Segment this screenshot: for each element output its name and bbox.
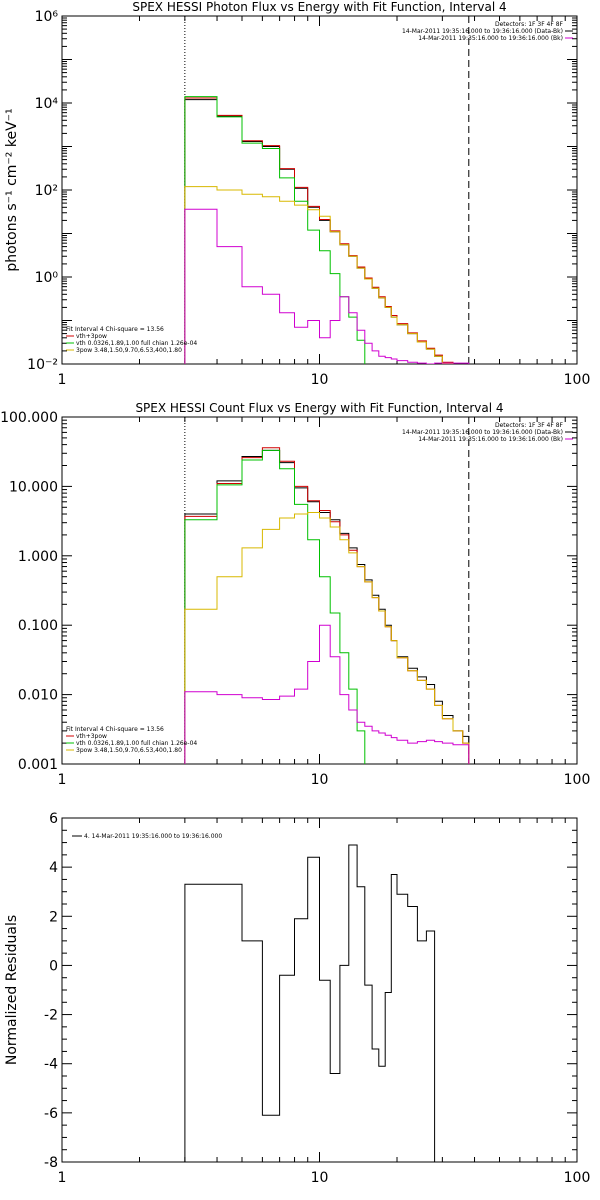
y-tick-label: 6 (49, 811, 58, 827)
x-tick-label: 1 (58, 772, 67, 788)
series-vth-3pow (184, 447, 470, 764)
series-vth-3pow (184, 97, 470, 364)
chart-panel-1: SPEX HESSI Photon Flux vs Energy with Fi… (4, 0, 590, 388)
x-tick-label: 10 (311, 772, 329, 788)
y-tick-label: 0.001 (18, 757, 58, 773)
legend-entry: Detectors: 1F 3F 4F 8F (495, 21, 564, 28)
y-tick-label: 100.000 (0, 410, 58, 426)
x-tick-label: 100 (564, 372, 591, 388)
x-tick-label: 100 (564, 772, 591, 788)
legend-entry: 14-Mar-2011 19:35:16.000 to 19:36:16.000… (402, 28, 563, 35)
legend-entry: vth+3pow (76, 333, 107, 340)
legend-entry: vth 0.0326,1.89,1.00 full chian 1.26e-04 (76, 340, 197, 347)
y-tick-label: -4 (44, 1057, 58, 1073)
chart-panel-3: 1 10 100 -8 -6 -4 -2 0 2 4 6 Normalized Residuals 4.… (4, 811, 590, 1186)
y-tick-label: 10⁴ (35, 96, 59, 112)
y-tick-label: 10⁰ (35, 270, 59, 286)
y-tick-label: 4 (49, 860, 58, 876)
axis-frame (61, 15, 578, 365)
x-tick-label: 1 (58, 372, 67, 388)
y-tick-label: 0 (49, 958, 58, 974)
y-tick-label: 2 (49, 909, 58, 925)
legend-entry: 14-Mar-2011 19:35:16.000 to 19:36:16.000… (418, 35, 563, 42)
legend-entry: vth+3pow (76, 733, 107, 740)
axis-frame (61, 416, 578, 765)
x-tick-label: 10 (311, 1170, 329, 1186)
y-axis-label: photons s⁻¹ cm⁻² keV⁻¹ (4, 108, 20, 271)
y-tick-label: 1.000 (18, 549, 58, 565)
x-tick-label: 1 (58, 1170, 67, 1186)
legend-entry: vth 0.0326,1.89,1.00 full chian 1.26e-04 (76, 740, 197, 747)
series-bk (184, 624, 470, 764)
series-vth (184, 449, 373, 764)
legend-entry: 14-Mar-2011 19:35:16.000 to 19:36:16.000… (418, 436, 563, 443)
legend-entry: 14-Mar-2011 19:35:16.000 to 19:36:16.000… (402, 429, 563, 436)
y-tick-label: 10⁻² (27, 357, 58, 373)
legend-entry: 3pow 3.48,1.50,9.70,6.53,400,1.80 (76, 347, 182, 354)
series-3pow (184, 512, 470, 764)
chart-title: SPEX HESSI Photon Flux vs Energy with Fi… (132, 0, 506, 14)
series-3pow (184, 186, 470, 364)
y-tick-label: -6 (44, 1106, 58, 1122)
chart-panel-2: SPEX HESSI Count Flux vs Energy with Fit… (0, 401, 590, 788)
legend-entry: Fit Interval 4 Chi-square = 13.56 (66, 326, 164, 333)
y-tick-label: 10² (35, 183, 58, 199)
series-bk (184, 208, 470, 364)
series-4-14-mar-2011-19-35-16-000-to-19-36-16-000 (184, 844, 436, 1162)
y-tick-label: 10.000 (9, 479, 58, 495)
y-tick-label: 0.010 (18, 688, 58, 704)
series-data-bk (184, 99, 470, 364)
y-tick-label: 0.100 (18, 618, 58, 634)
y-tick-label: -2 (44, 1008, 58, 1024)
x-tick-label: 100 (564, 1170, 591, 1186)
legend-entry: Detectors: 1F 3F 4F 8F (495, 422, 564, 429)
series-vth (184, 96, 373, 364)
y-tick-label: -8 (44, 1155, 58, 1171)
legend-entry: 3pow 3.48,1.50,9.70,6.53,400,1.80 (76, 747, 182, 754)
series-data-bk (184, 449, 470, 764)
x-tick-label: 10 (311, 372, 329, 388)
y-axis-label: Normalized Residuals (4, 915, 20, 1065)
y-tick-label: 10⁶ (35, 9, 59, 25)
chart-title: SPEX HESSI Count Flux vs Energy with Fit… (135, 401, 503, 415)
legend-entry: 4. 14-Mar-2011 19:35:16.000 to 19:36:16.… (84, 833, 222, 840)
legend-entry: Fit Interval 4 Chi-square = 13.56 (66, 726, 164, 733)
